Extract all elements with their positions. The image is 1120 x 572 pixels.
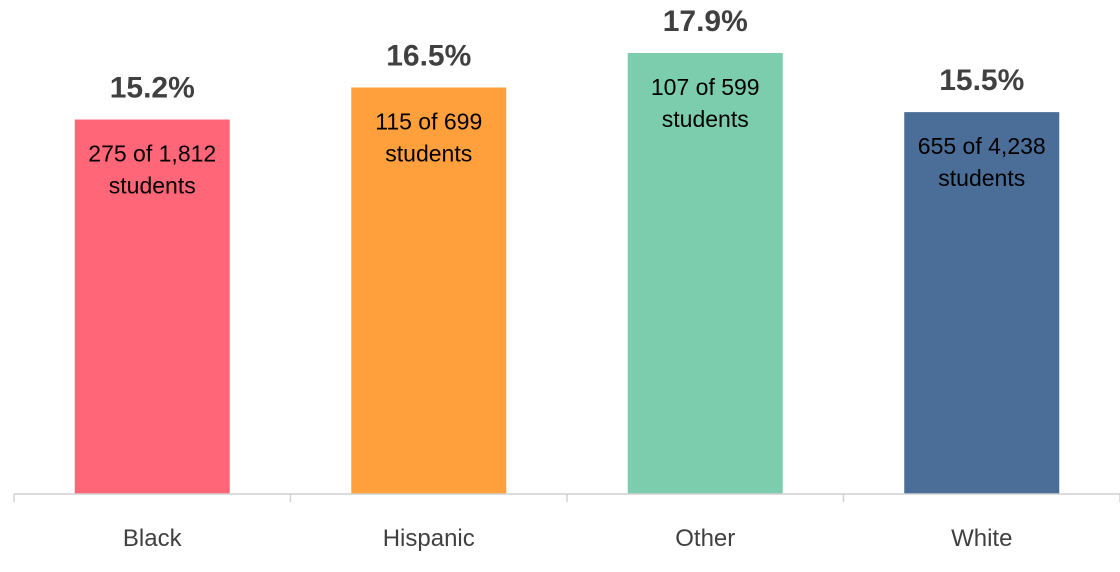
bar-count-label: 655 of 4,238 <box>918 133 1046 159</box>
bar-count-label: students <box>109 173 196 199</box>
bars <box>74 53 1060 495</box>
x-tick-label: Hispanic <box>383 525 475 552</box>
bar-value-label: 17.9% <box>663 5 748 38</box>
bar-count-label: 275 of 1,812 <box>88 141 216 167</box>
bar-count-label: students <box>938 165 1025 191</box>
bar-hispanic <box>351 87 507 494</box>
bar-count-label: students <box>662 106 749 132</box>
bar-white <box>904 112 1060 495</box>
x-tick-label: Other <box>675 525 735 552</box>
x-axis-ticks <box>13 494 1120 502</box>
x-tick-label: White <box>951 525 1012 552</box>
x-tick-label: Black <box>123 525 183 552</box>
bar-count-label: students <box>385 140 472 166</box>
labels: 15.2% 275 of 1,812 students Black 16.5% 115 o… <box>88 5 1045 552</box>
bar-black <box>74 119 230 494</box>
bar-value-label: 16.5% <box>386 39 471 72</box>
bar-count-label: 115 of 699 <box>375 108 482 134</box>
bar-count-label: 107 of 599 <box>651 74 760 100</box>
bar-value-label: 15.5% <box>939 64 1024 97</box>
bar-other <box>627 53 783 494</box>
bar-value-label: 15.2% <box>110 72 195 105</box>
